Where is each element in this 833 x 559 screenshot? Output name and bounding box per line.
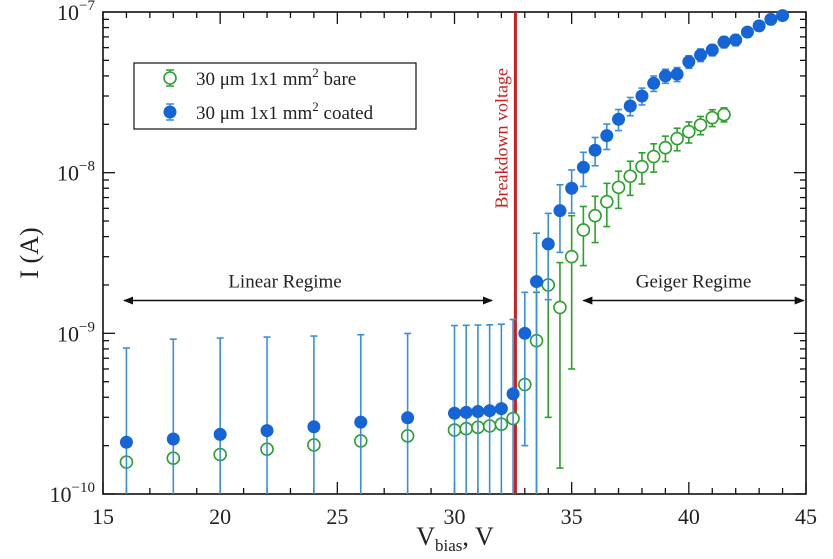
data-point-coated xyxy=(647,76,661,90)
data-point-coated xyxy=(776,9,790,23)
x-tick-label: 45 xyxy=(795,504,817,529)
data-point-coated xyxy=(600,129,614,143)
data-point-bare xyxy=(564,249,579,264)
data-point-bare xyxy=(553,300,567,315)
data-point-bare xyxy=(623,169,638,184)
data-point-bare xyxy=(588,208,602,223)
linear-regime-label: Linear Regime xyxy=(228,272,341,293)
x-tick-label: 40 xyxy=(678,504,700,529)
data-point-coated xyxy=(694,48,708,62)
data-point-coated xyxy=(752,19,766,33)
data-point-coated xyxy=(717,35,731,49)
x-axis-title: Vbias, V xyxy=(416,522,494,555)
x-tick-label: 25 xyxy=(326,504,348,529)
data-point-coated xyxy=(635,89,649,103)
breakdown-voltage-label: Breakdown voltage xyxy=(491,68,511,208)
legend-label-coated-sup: 2 xyxy=(312,99,319,114)
x-axis-title-subscript: bias xyxy=(435,536,462,555)
data-point-coated xyxy=(471,405,485,419)
y-tick-labels: 10−10 10−9 10−8 10−7 xyxy=(50,0,96,507)
legend-marker-bare xyxy=(163,71,177,85)
axis-ticks xyxy=(102,12,807,495)
data-point-coated xyxy=(119,435,133,449)
x-tick-labels: 15 20 25 30 35 40 45 xyxy=(92,504,817,529)
data-point-coated xyxy=(166,432,180,446)
data-point-coated xyxy=(354,415,368,429)
data-point-coated xyxy=(740,25,754,39)
data-point-coated xyxy=(307,420,321,434)
data-point-coated xyxy=(576,160,590,174)
legend-box xyxy=(133,62,417,130)
legend-label-coated: 30 μm 1x1 mm2 coated xyxy=(196,99,374,124)
data-point-coated xyxy=(658,69,672,83)
data-point-coated xyxy=(401,411,415,425)
data-point-bare xyxy=(576,223,591,237)
data-point-bare xyxy=(635,159,649,174)
x-tick-label: 15 xyxy=(92,504,114,529)
data-point-coated xyxy=(494,402,508,416)
data-point-coated xyxy=(682,55,696,69)
data-point-coated xyxy=(612,112,626,126)
y-tick-label: 10−10 xyxy=(50,480,95,507)
x-tick-label: 30 xyxy=(444,504,466,529)
data-point-coated xyxy=(553,204,567,218)
data-point-bare xyxy=(670,131,684,146)
data-point-bare xyxy=(658,140,673,155)
data-point-coated xyxy=(483,404,497,418)
y-tick-label: 10−7 xyxy=(57,0,95,25)
y-tick-label: 10−9 xyxy=(57,319,95,346)
data-series xyxy=(119,9,790,494)
data-point-bare xyxy=(611,180,626,195)
data-point-coated xyxy=(260,424,274,438)
data-point-coated xyxy=(459,405,473,419)
data-point-coated xyxy=(448,406,461,420)
series-coated xyxy=(119,9,790,494)
data-point-bare xyxy=(646,149,661,164)
x-tick-label: 20 xyxy=(209,504,231,529)
legend: 30 μm 1x1 mm2 bare 30 μm 1x1 mm2 coated xyxy=(133,62,417,130)
data-point-bare xyxy=(693,118,708,132)
y-axis-title: I (A) xyxy=(15,227,44,278)
data-point-coated xyxy=(764,12,778,26)
legend-marker-coated xyxy=(163,105,177,119)
data-point-coated xyxy=(729,33,743,47)
data-point-coated xyxy=(506,387,520,401)
y-tick-label: 10−8 xyxy=(57,159,95,186)
data-point-coated xyxy=(530,275,544,289)
data-point-bare xyxy=(705,110,720,125)
data-point-bare xyxy=(600,194,614,209)
data-point-bare xyxy=(717,107,731,122)
data-point-coated xyxy=(541,237,555,251)
legend-item-bare: 30 μm 1x1 mm2 bare xyxy=(163,65,356,90)
data-point-coated xyxy=(588,143,602,157)
data-point-coated xyxy=(565,181,579,195)
x-tick-label: 35 xyxy=(561,504,583,529)
data-point-coated xyxy=(670,67,684,81)
data-point-bare xyxy=(682,124,696,139)
data-point-coated xyxy=(705,43,719,57)
data-point-coated xyxy=(623,99,637,113)
legend-item-coated: 30 μm 1x1 mm2 coated xyxy=(163,99,374,124)
geiger-regime-label: Geiger Regime xyxy=(636,272,752,293)
data-point-coated xyxy=(518,326,532,340)
legend-label-bare: 30 μm 1x1 mm2 bare xyxy=(196,65,356,90)
data-point-coated xyxy=(213,427,227,441)
legend-label-bare-sup: 2 xyxy=(312,65,319,80)
